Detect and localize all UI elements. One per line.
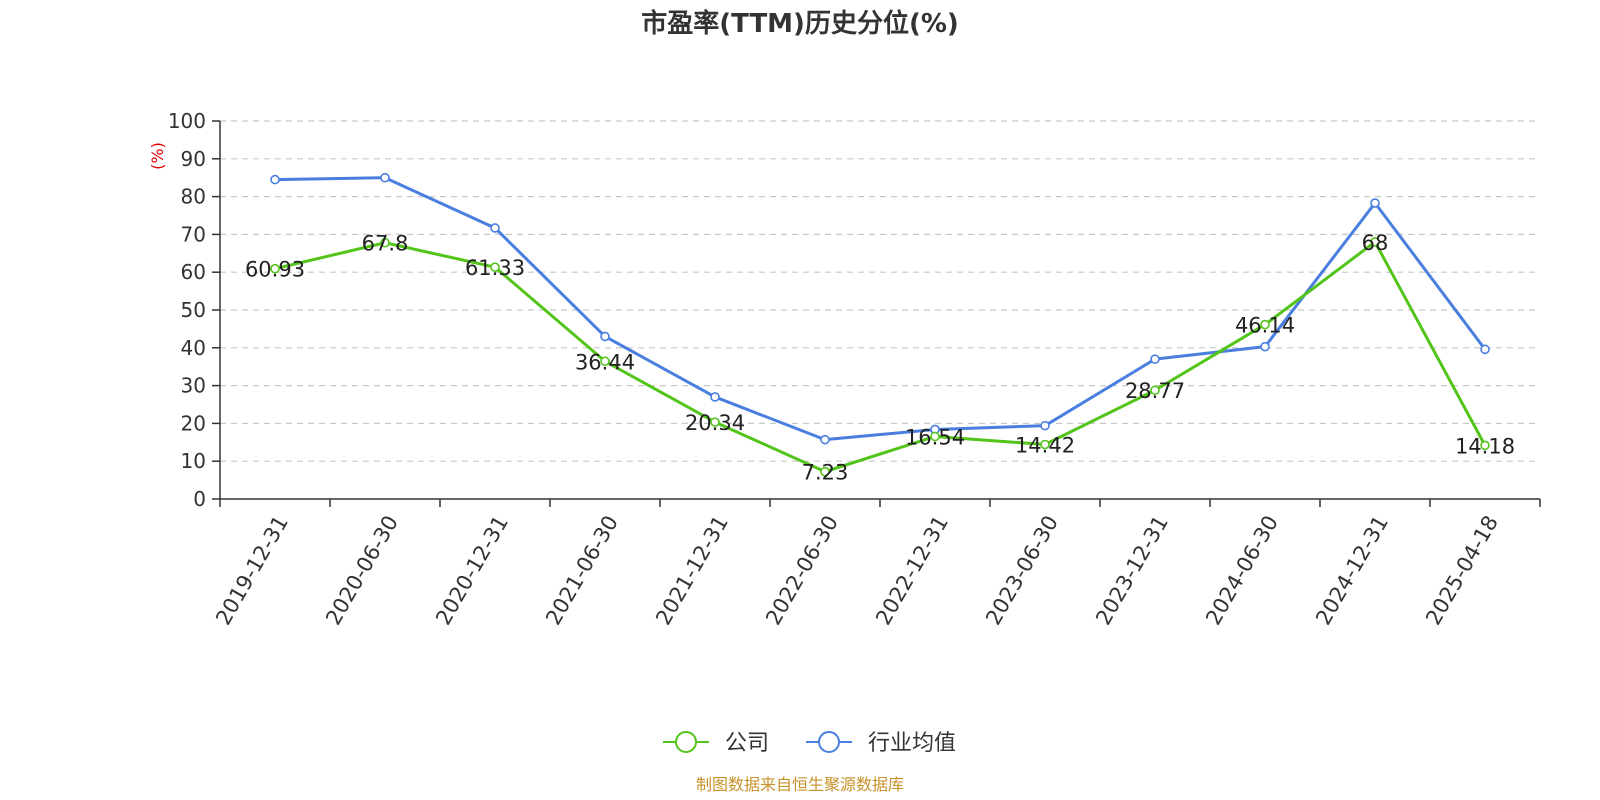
x-tick-label: 2023-06-30 [981,511,1063,629]
y-axis-label: (%) [148,142,167,170]
y-tick-label: 60 [181,260,206,284]
legend-label: 行业均值 [868,731,956,756]
data-point[interactable] [1370,237,1380,247]
data-label: 60.93 [245,258,305,282]
legend-item-company[interactable]: 公司 [663,731,769,756]
data-label: 61.33 [465,256,525,280]
data-label: 14.18 [1455,434,1515,458]
x-tick-label: 2020-12-31 [431,511,513,629]
data-point[interactable] [600,356,610,367]
data-point[interactable] [600,331,610,342]
legend-label: 公司 [725,731,769,756]
data-label: 46.14 [1235,314,1295,338]
y-tick-label: 0 [193,487,206,511]
data-label: 67.8 [362,232,409,256]
data-point[interactable] [710,417,720,427]
x-tick-label: 2023-12-31 [1091,511,1173,629]
series-group [270,172,1490,477]
data-point[interactable] [380,237,390,248]
x-tick-label: 2022-12-31 [871,511,953,629]
data-point[interactable] [1260,341,1270,352]
data-label: 7.23 [802,461,849,485]
x-tick-label: 2021-06-30 [541,511,623,629]
series-line [274,240,1487,474]
series-industry-average [270,172,1490,445]
data-point[interactable] [1480,344,1490,355]
y-tick-label: 80 [181,185,206,209]
data-point[interactable] [1040,439,1050,450]
series-line [274,176,1487,442]
legend-marker [675,731,697,753]
data-label: 36.44 [575,350,635,374]
data-point[interactable] [1480,440,1490,451]
data-labels: 60.93 67.8 61.33 36.44 20.34 7.23 16.54 14.42 28… [245,231,1515,485]
data-label: 16.54 [905,425,965,449]
data-point[interactable] [1370,198,1380,208]
data-point[interactable] [1040,420,1050,431]
y-tick-label: 30 [181,374,206,398]
x-tick-label: 2024-06-30 [1201,511,1283,629]
data-point[interactable] [710,392,720,402]
x-tick-label: 2025-04-18 [1421,511,1503,629]
data-label: 14.42 [1015,433,1075,457]
data-point[interactable] [270,263,280,274]
x-tick-label: 2021-12-31 [651,511,733,629]
y-tick-label: 50 [181,298,206,322]
legend-item-industry-average[interactable]: 行业均值 [806,731,956,756]
data-label: 20.34 [685,411,745,435]
axes: 0 10 20 30 40 50 60 70 80 90 100 2019-12-31 2020-06-… [168,109,1541,629]
x-tick-label: 2019-12-31 [211,511,293,629]
data-point[interactable] [820,466,830,477]
data-point[interactable] [930,431,940,442]
y-tick-label: 90 [181,147,206,171]
legend-marker [818,731,840,753]
data-point[interactable] [1150,354,1160,364]
chart-title: 市盈率(TTM)历史分位(%) [641,8,959,39]
data-label: 28.77 [1125,379,1185,403]
data-label: 68 [1362,231,1389,255]
data-point[interactable] [380,172,390,183]
data-point[interactable] [270,174,280,185]
grid [220,120,1540,462]
data-point[interactable] [1260,319,1270,330]
data-point[interactable] [490,262,500,272]
x-tick-label: 2024-12-31 [1311,511,1393,629]
source-note: 制图数据来自恒生聚源数据库 [696,775,904,794]
data-point[interactable] [820,434,830,445]
legend: 公司 行业均值 [663,731,956,756]
series-company [270,237,1490,477]
y-tick-label: 40 [181,336,206,360]
y-tick-label: 100 [168,109,206,133]
y-tick-label: 20 [181,411,206,435]
y-tick-label: 70 [181,222,206,246]
data-point[interactable] [490,223,500,233]
x-tick-label: 2020-06-30 [321,511,403,629]
data-point[interactable] [1150,385,1160,396]
y-tick-label: 10 [181,449,206,473]
x-tick-label: 2022-06-30 [761,511,843,629]
